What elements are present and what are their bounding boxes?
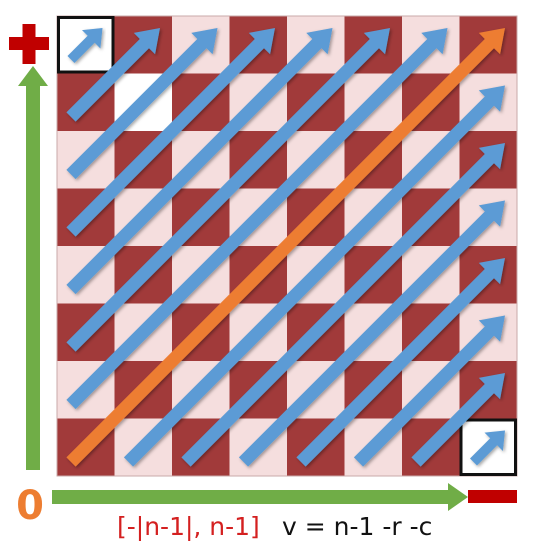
horizontal-axis-arrow bbox=[52, 483, 468, 511]
diagonal-arrow-8 bbox=[123, 85, 506, 467]
outlined-cell-r7-c7 bbox=[459, 418, 517, 476]
vertical-axis-arrow bbox=[18, 66, 48, 470]
diagonal-arrow-12 bbox=[353, 315, 505, 467]
diagonal-arrow-13 bbox=[411, 373, 505, 467]
zero-label: 0 bbox=[16, 483, 44, 529]
axes: 0 bbox=[9, 24, 517, 529]
diagonal-arrows bbox=[66, 28, 506, 467]
diagonal-arrow-10 bbox=[238, 200, 505, 467]
diagonal-arrow-6 bbox=[66, 28, 448, 410]
minus-sign-icon bbox=[468, 490, 517, 503]
plus-sign-icon bbox=[9, 24, 49, 64]
diagonal-arrow-14 bbox=[470, 430, 505, 466]
outlined-cell-r0-c0 bbox=[57, 16, 115, 74]
range-caption: [-|n-1|, n-1] bbox=[117, 512, 260, 541]
formula-caption: v = n-1 -r -c bbox=[282, 512, 433, 541]
diagonal-arrow-2 bbox=[66, 28, 218, 180]
diagonal-arrow-11 bbox=[296, 258, 505, 467]
main-diagonal-arrow bbox=[66, 28, 506, 467]
diagonal-arrow-9 bbox=[181, 143, 505, 467]
diagonal-arrow-1 bbox=[66, 28, 160, 122]
diagonal-arrow-3 bbox=[66, 28, 276, 237]
highlighted-corner-cells bbox=[57, 16, 517, 476]
diagonal-arrow-0 bbox=[67, 28, 103, 63]
diagonal-arrow-4 bbox=[66, 28, 333, 295]
diagonal-arrow-5 bbox=[66, 28, 391, 352]
board-border bbox=[56, 15, 518, 477]
